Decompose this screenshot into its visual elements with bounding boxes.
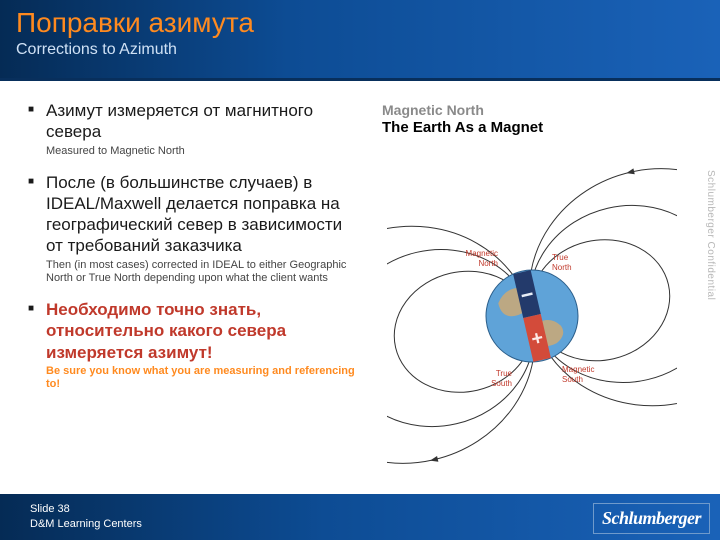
bullet-main: Азимут измеряется от магнитного севера: [46, 100, 358, 143]
svg-text:South: South: [562, 375, 583, 384]
title-main: Поправки азимута: [16, 8, 720, 39]
svg-text:South: South: [491, 379, 512, 388]
svg-text:True: True: [552, 253, 569, 262]
title-sub: Corrections to Azimuth: [16, 41, 720, 59]
bullet-sub: Measured to Magnetic North: [46, 145, 358, 158]
figure-caption-2: The Earth As a Magnet: [382, 119, 682, 136]
footer-bar: Slide 38 D&M Learning Centers Schlumberg…: [0, 494, 720, 540]
schlumberger-logo: Schlumberger: [593, 503, 710, 534]
accent-line: [0, 78, 720, 81]
bullet-main-emph: Необходимо точно знать, относительно как…: [46, 299, 358, 363]
svg-text:True: True: [496, 369, 513, 378]
list-item: Азимут измеряется от магнитного севера M…: [28, 100, 358, 158]
svg-text:Magnetic: Magnetic: [562, 365, 594, 374]
svg-text:Magnetic: Magnetic: [466, 249, 498, 258]
svg-text:North: North: [552, 263, 572, 272]
content-column: Азимут измеряется от магнитного севера M…: [28, 100, 358, 405]
svg-text:North: North: [478, 259, 498, 268]
bullet-sub: Then (in most cases) corrected in IDEAL …: [46, 259, 358, 285]
bullet-sub-emph: Be sure you know what you are measuring …: [46, 365, 358, 391]
list-item: Необходимо точно знать, относительно как…: [28, 299, 358, 391]
title-bar: Поправки азимута Corrections to Azimuth: [0, 0, 720, 78]
list-item: После (в большинстве случаев) в IDEAL/Ma…: [28, 172, 358, 285]
earth-magnet-diagram: −+MagneticNorthTrueNorthTrueSouthMagneti…: [387, 166, 677, 466]
confidential-label: Schlumberger Confidential: [705, 170, 716, 300]
figure-caption-1: Magnetic North: [382, 102, 682, 118]
bullet-list: Азимут измеряется от магнитного севера M…: [28, 100, 358, 391]
bullet-main: После (в большинстве случаев) в IDEAL/Ma…: [46, 172, 358, 257]
figure: Magnetic North The Earth As a Magnet −+M…: [382, 102, 682, 466]
slide: Поправки азимута Corrections to Azimuth …: [0, 0, 720, 540]
